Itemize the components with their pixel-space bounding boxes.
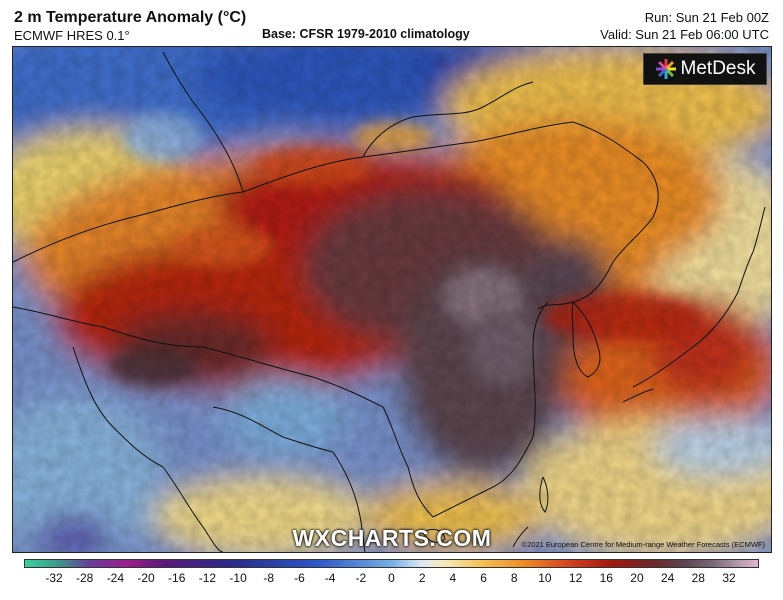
base-climatology-label: Base: CFSR 1979-2010 climatology — [262, 27, 470, 41]
color-scale: -32 -28 -24 -20 -16 -12 -10 -8 -6 -4 -2 0 2 4 6 8 10 12 16… — [24, 559, 759, 599]
colorbar — [24, 559, 759, 568]
colorbar-tick-label: 20 — [630, 571, 644, 585]
colorbar-tick-label: 10 — [538, 571, 552, 585]
colorbar-tick-label: 2 — [418, 571, 426, 585]
colorbar-tick-label: -4 — [324, 571, 336, 585]
model-label: ECMWF HRES 0.1° — [14, 28, 130, 43]
colorbar-tick-label: -16 — [168, 571, 186, 585]
colorbar-tick-label: 28 — [691, 571, 705, 585]
colorbar-tick-label: -28 — [76, 571, 94, 585]
colorbar-tick-label: -8 — [263, 571, 275, 585]
colorbar-tick-label: 32 — [722, 571, 736, 585]
map-canvas — [13, 47, 771, 552]
ecmwf-credit: ©2021 European Centre for Medium-range W… — [521, 540, 765, 549]
wxcharts-watermark: WXCHARTS.COM — [292, 525, 492, 551]
colorbar-tick-label: 8 — [510, 571, 518, 585]
metdesk-burst-icon — [655, 59, 676, 79]
colorbar-tick-label: -24 — [106, 571, 125, 585]
valid-time-label: Valid: Sun 21 Feb 06:00 UTC — [600, 27, 769, 42]
colorbar-tick-label: 0 — [388, 571, 395, 585]
colorbar-ticks: -32 -28 -24 -20 -16 -12 -10 -8 -6 -4 -2 0 2 4 6 8 10 12 16… — [24, 571, 759, 589]
colorbar-tick-label: -12 — [198, 571, 217, 585]
temperature-anomaly-map[interactable]: MetDesk WXCHARTS.COM ©2021 European Cent… — [12, 46, 772, 553]
metdesk-logo-text: MetDesk — [680, 58, 756, 79]
colorbar-tick-label: 24 — [660, 571, 675, 585]
colorbar-tick-label: -20 — [137, 571, 155, 585]
colorbar-tick-label: -6 — [294, 571, 305, 585]
colorbar-tick-label: 12 — [568, 571, 583, 585]
chart-title: 2 m Temperature Anomaly (°C) — [14, 9, 247, 26]
colorbar-tick-label: -2 — [355, 571, 367, 585]
colorbar-tick-label: 16 — [599, 571, 613, 585]
colorbar-tick-label: -32 — [45, 571, 63, 585]
colorbar-tick-label: -10 — [229, 571, 247, 585]
country-borders — [13, 51, 766, 552]
colorbar-tick-label: 6 — [480, 571, 487, 585]
metdesk-logo: MetDesk — [643, 53, 767, 85]
run-time-label: Run: Sun 21 Feb 00Z — [644, 10, 769, 25]
colorbar-tick-label: 4 — [449, 571, 457, 585]
